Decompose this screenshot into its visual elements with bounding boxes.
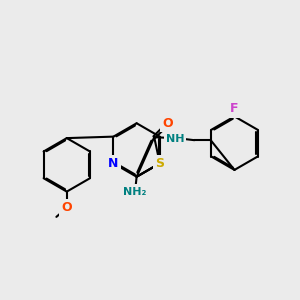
- Text: NH₂: NH₂: [123, 187, 147, 196]
- Text: F: F: [230, 103, 239, 116]
- Text: O: O: [61, 202, 72, 214]
- Text: NH: NH: [166, 134, 184, 144]
- Text: S: S: [155, 157, 164, 170]
- Text: O: O: [162, 117, 173, 130]
- Text: N: N: [108, 157, 118, 170]
